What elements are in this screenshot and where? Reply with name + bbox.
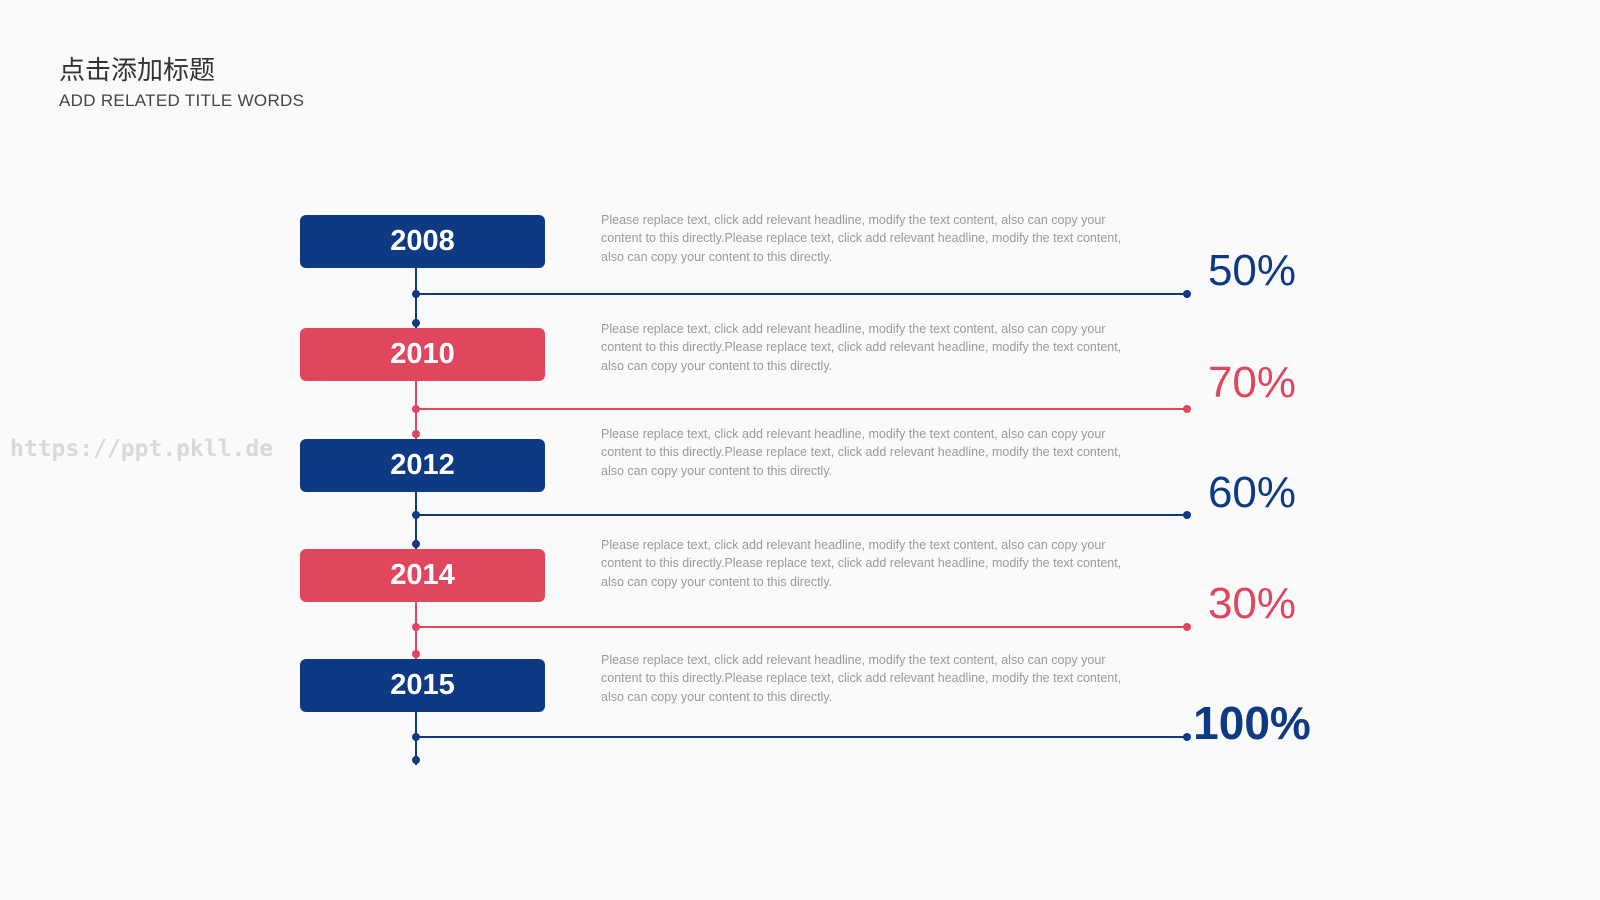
title: 点击添加标题 [59,56,216,86]
year-label: 2010 [300,328,545,381]
dot [1183,623,1191,631]
year-label: 2012 [300,439,545,492]
description: Please replace text, click add relevant … [601,653,1122,704]
dot [412,623,420,631]
dot [1183,733,1191,741]
description: Please replace text, click add relevant … [601,427,1122,478]
dot [412,733,420,741]
dot [412,405,420,413]
description: Please replace text, click add relevant … [601,322,1122,373]
year-label: 2015 [300,659,545,712]
percent: 60% [1207,468,1297,517]
dot [1183,511,1191,519]
dot [412,511,420,519]
year-label: 2008 [300,215,545,268]
percent: 30% [1207,579,1297,628]
dot [412,540,420,548]
subtitle: ADD RELATED TITLE WORDS [59,91,305,110]
dot [412,430,420,438]
description: Please replace text, click add relevant … [601,213,1122,264]
dot [412,319,420,327]
description: Please replace text, click add relevant … [601,538,1122,589]
dot [412,290,420,298]
dot [1183,290,1191,298]
percent: 100% [1193,697,1311,749]
dot [412,650,420,658]
percent: 50% [1207,246,1297,295]
percent: 70% [1207,358,1297,407]
dot [1183,405,1191,413]
watermark: https://ppt.pkll.de [10,436,274,462]
dot [412,756,420,764]
year-label: 2014 [300,549,545,602]
